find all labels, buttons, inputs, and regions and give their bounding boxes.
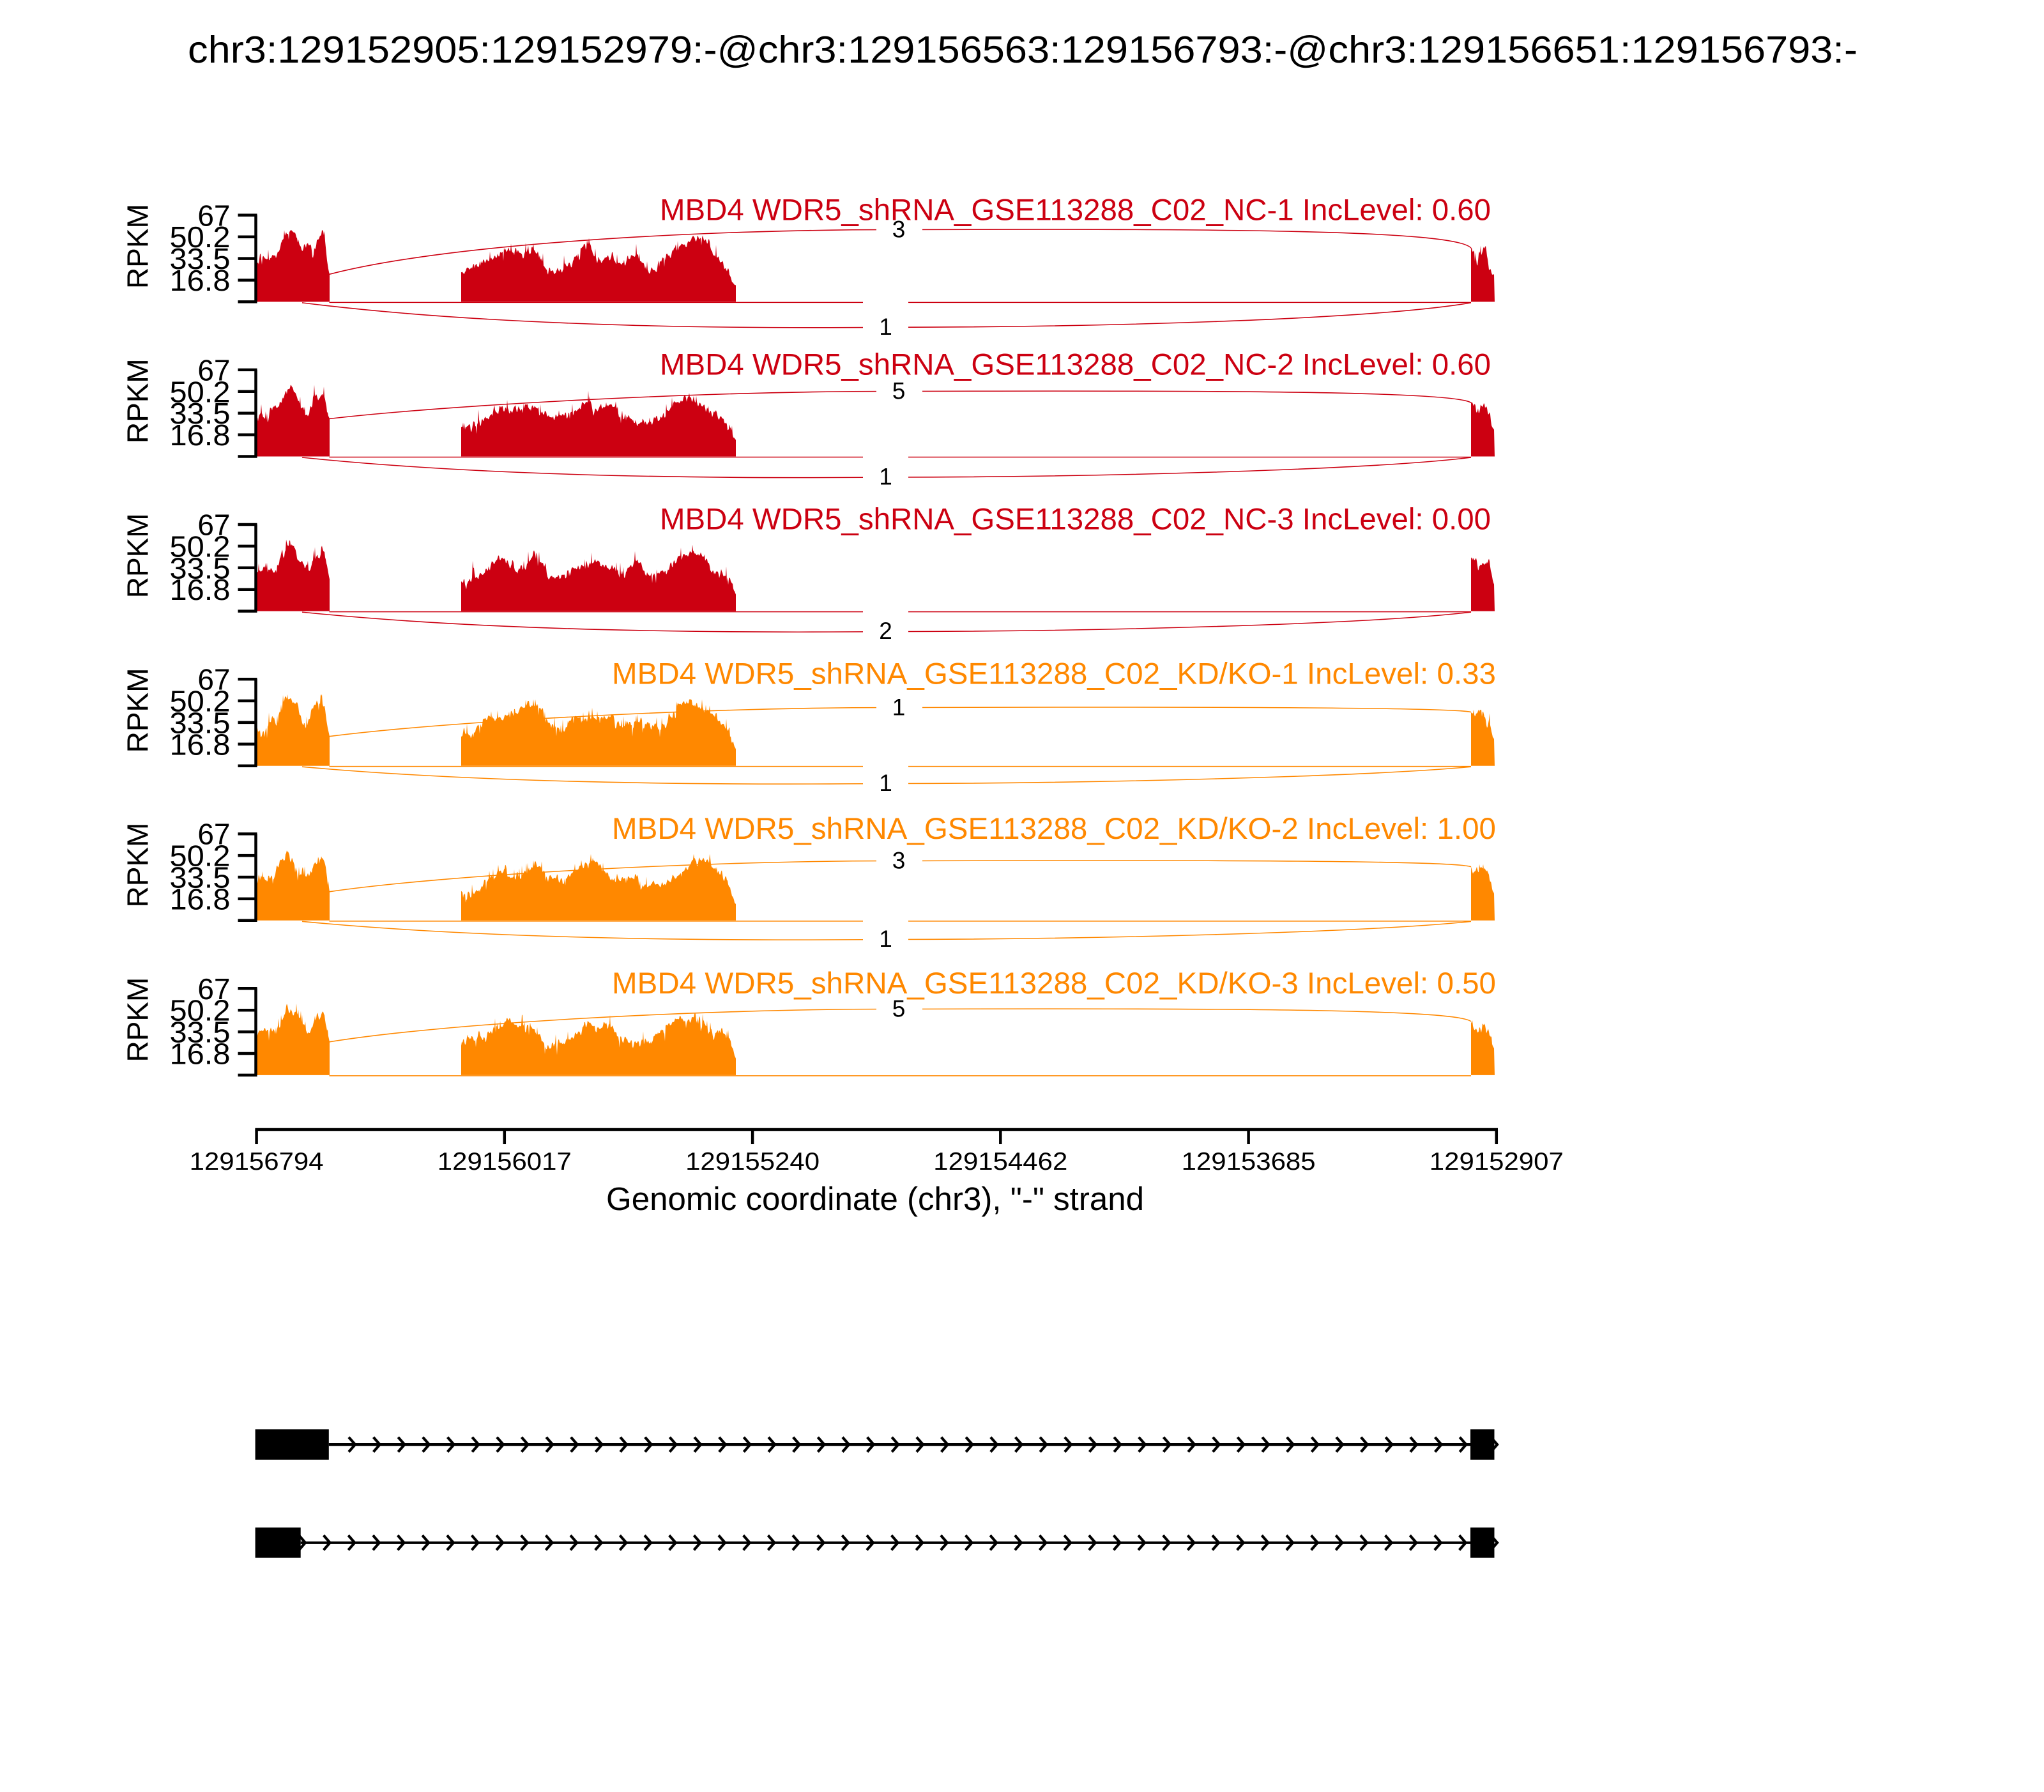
svg-text:33.5: 33.5 [170, 242, 231, 275]
svg-text:129156794: 129156794 [190, 1148, 324, 1176]
svg-text:MBD4 WDR5_shRNA_GSE113288_C02_: MBD4 WDR5_shRNA_GSE113288_C02_NC-2 IncLe… [660, 348, 1491, 381]
svg-text:1: 1 [879, 464, 892, 490]
svg-text:50.2: 50.2 [170, 530, 231, 563]
svg-text:67: 67 [197, 199, 230, 232]
svg-text:2: 2 [879, 618, 892, 644]
svg-text:1: 1 [879, 770, 892, 796]
svg-text:5: 5 [892, 996, 906, 1022]
svg-text:MBD4 WDR5_shRNA_GSE113288_C02_: MBD4 WDR5_shRNA_GSE113288_C02_KD/KO-2 In… [612, 811, 1496, 845]
svg-text:67: 67 [197, 509, 230, 542]
svg-text:50.2: 50.2 [170, 220, 231, 254]
svg-text:33.5: 33.5 [170, 397, 231, 430]
svg-text:16.8: 16.8 [170, 418, 231, 452]
svg-text:RPKM: RPKM [121, 358, 155, 443]
svg-text:16.8: 16.8 [170, 882, 231, 915]
svg-text:RPKM: RPKM [121, 668, 155, 753]
svg-text:50.2: 50.2 [170, 839, 231, 873]
svg-text:33.5: 33.5 [170, 706, 231, 739]
svg-text:129155240: 129155240 [685, 1148, 820, 1176]
svg-text:MBD4 WDR5_shRNA_GSE113288_C02_: MBD4 WDR5_shRNA_GSE113288_C02_KD/KO-3 In… [612, 966, 1496, 1000]
svg-text:67: 67 [197, 972, 230, 1006]
svg-text:3: 3 [892, 217, 906, 243]
svg-text:chr3:129152905:129152979:-@chr: chr3:129152905:129152979:-@chr3:12915656… [188, 28, 1857, 71]
svg-text:16.8: 16.8 [170, 573, 231, 606]
svg-text:3: 3 [892, 848, 906, 874]
svg-text:RPKM: RPKM [121, 823, 155, 908]
svg-text:16.8: 16.8 [170, 264, 231, 297]
svg-text:50.2: 50.2 [170, 375, 231, 408]
svg-text:RPKM: RPKM [121, 204, 155, 289]
svg-text:RPKM: RPKM [121, 977, 155, 1062]
svg-text:67: 67 [197, 663, 230, 696]
svg-text:50.2: 50.2 [170, 685, 231, 718]
svg-text:MBD4 WDR5_shRNA_GSE113288_C02_: MBD4 WDR5_shRNA_GSE113288_C02_NC-1 IncLe… [660, 192, 1491, 226]
svg-text:33.5: 33.5 [170, 861, 231, 894]
svg-text:16.8: 16.8 [170, 1038, 231, 1071]
svg-text:5: 5 [892, 378, 906, 404]
svg-text:RPKM: RPKM [121, 513, 155, 598]
svg-text:129154462: 129154462 [933, 1148, 1067, 1176]
svg-text:67: 67 [197, 353, 230, 387]
svg-text:1: 1 [879, 926, 892, 952]
svg-text:67: 67 [197, 818, 230, 851]
svg-text:1: 1 [879, 314, 892, 340]
svg-text:33.5: 33.5 [170, 1016, 231, 1049]
svg-text:Genomic coordinate (chr3), "-": Genomic coordinate (chr3), "-" strand [606, 1181, 1144, 1217]
svg-text:1: 1 [892, 694, 906, 721]
svg-text:MBD4 WDR5_shRNA_GSE113288_C02_: MBD4 WDR5_shRNA_GSE113288_C02_KD/KO-1 In… [612, 657, 1496, 691]
svg-text:16.8: 16.8 [170, 728, 231, 761]
svg-text:129153685: 129153685 [1182, 1148, 1316, 1176]
svg-text:50.2: 50.2 [170, 994, 231, 1027]
svg-text:33.5: 33.5 [170, 551, 231, 585]
svg-text:MBD4 WDR5_shRNA_GSE113288_C02_: MBD4 WDR5_shRNA_GSE113288_C02_NC-3 IncLe… [660, 502, 1491, 536]
svg-text:129152907: 129152907 [1430, 1148, 1564, 1176]
svg-text:129156017: 129156017 [438, 1148, 572, 1176]
